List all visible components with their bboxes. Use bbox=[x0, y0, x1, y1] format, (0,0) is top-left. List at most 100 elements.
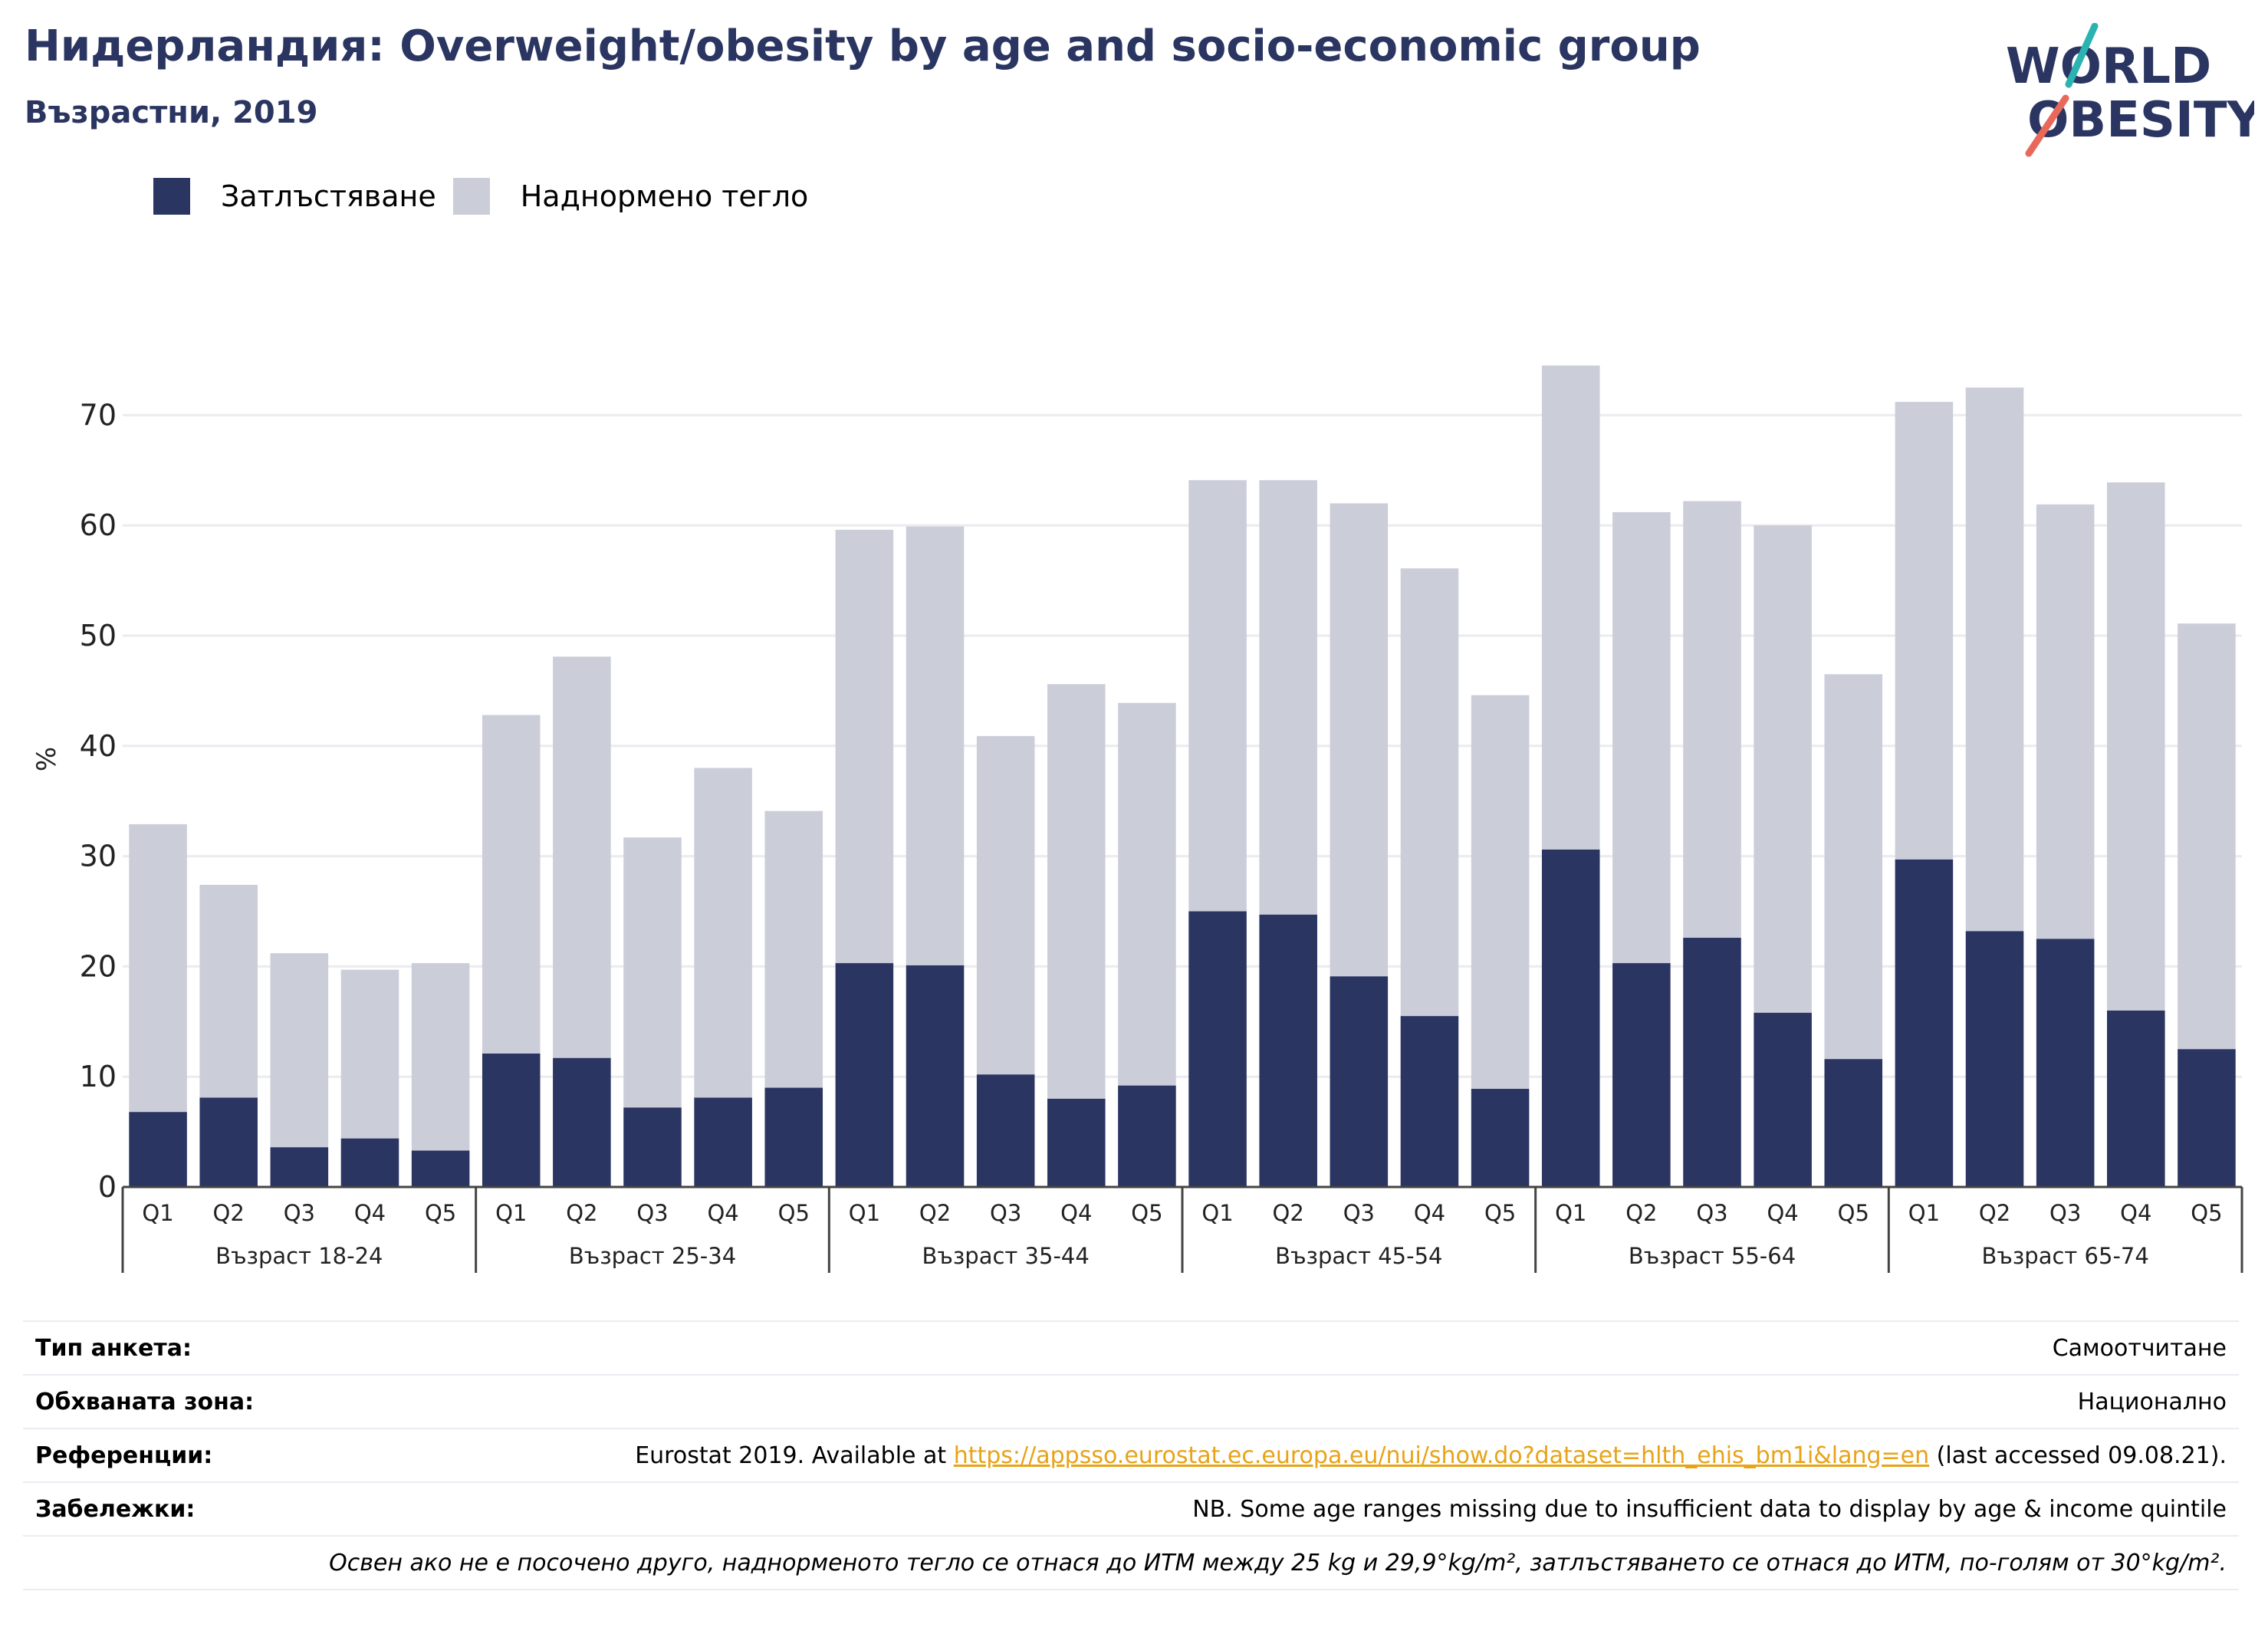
x-tick-label: Q1 bbox=[495, 1200, 527, 1226]
group-label: Възраст 45-54 bbox=[1275, 1243, 1442, 1269]
footer-row-notes: Забележки: NB. Some age ranges missing d… bbox=[23, 1481, 2239, 1536]
bar-overweight bbox=[1683, 501, 1741, 939]
bar-overweight bbox=[1047, 684, 1106, 1099]
legend-swatch-overweight bbox=[452, 178, 490, 215]
bar-obesity bbox=[129, 1112, 187, 1187]
bar-overweight bbox=[1188, 480, 1247, 912]
bar-obesity bbox=[340, 1138, 399, 1187]
bar-overweight bbox=[2107, 482, 2165, 1011]
bar-obesity bbox=[1612, 963, 1671, 1187]
group-label: Възраст 55-64 bbox=[1629, 1243, 1796, 1269]
x-tick-label: Q5 bbox=[1131, 1200, 1162, 1226]
bar-obesity bbox=[1541, 849, 1600, 1187]
y-tick-label: 60 bbox=[80, 508, 117, 542]
x-tick-label: Q4 bbox=[707, 1200, 738, 1226]
x-tick-label: Q3 bbox=[1343, 1200, 1375, 1226]
x-tick-label: Q5 bbox=[778, 1200, 810, 1226]
footer-row-definition-note: Освен ако не е посочено друго, наднормен… bbox=[23, 1535, 2239, 1590]
x-tick-label: Q4 bbox=[1767, 1200, 1798, 1226]
y-tick-label: 20 bbox=[80, 949, 117, 983]
logo-coral-slash bbox=[2025, 94, 2069, 157]
bar-obesity bbox=[2107, 1010, 2165, 1187]
bar-overweight bbox=[1612, 511, 1671, 964]
x-tick-label: Q5 bbox=[2191, 1200, 2222, 1226]
bar-overweight bbox=[1259, 480, 1317, 915]
footer-value: NB. Some age ranges missing due to insuf… bbox=[312, 1481, 2239, 1536]
legend-item-obesity: Затлъстяване bbox=[153, 178, 436, 215]
x-tick-label: Q5 bbox=[425, 1200, 456, 1226]
group-label: Възраст 18-24 bbox=[215, 1243, 383, 1269]
x-tick-label: Q4 bbox=[2120, 1200, 2151, 1226]
footer-label: Референции: bbox=[23, 1428, 313, 1482]
y-tick-label: 50 bbox=[80, 619, 117, 653]
bar-overweight bbox=[1895, 402, 1954, 860]
bar-obesity bbox=[553, 1057, 611, 1187]
x-tick-label: Q4 bbox=[354, 1200, 386, 1226]
x-tick-label: Q2 bbox=[1273, 1200, 1304, 1226]
footer-label: Обхваната зона: bbox=[23, 1374, 313, 1429]
bar-obesity bbox=[1683, 938, 1741, 1187]
x-tick-label: Q2 bbox=[919, 1200, 951, 1226]
bar-overweight bbox=[1118, 702, 1176, 1086]
bar-overweight bbox=[976, 735, 1035, 1075]
bar-overweight bbox=[1824, 674, 1883, 1060]
footer-definition-note: Освен ако не е посочено друго, наднормен… bbox=[23, 1535, 2239, 1590]
x-tick-label: Q2 bbox=[1979, 1200, 2010, 1226]
x-tick-label: Q1 bbox=[849, 1200, 880, 1226]
bar-obesity bbox=[1965, 931, 2024, 1187]
x-tick-label: Q5 bbox=[1838, 1200, 1869, 1226]
bar-overweight bbox=[1471, 695, 1530, 1090]
reference-link[interactable]: https://appsso.eurostat.ec.europa.eu/nui… bbox=[953, 1442, 1930, 1469]
x-tick-label: Q1 bbox=[1908, 1200, 1940, 1226]
bar-obesity bbox=[1330, 976, 1389, 1187]
footer-row-coverage: Обхваната зона: Национално bbox=[23, 1374, 2239, 1429]
bar-overweight bbox=[411, 963, 470, 1151]
x-tick-label: Q3 bbox=[284, 1200, 315, 1226]
legend-label-obesity: Затлъстяване bbox=[221, 179, 436, 213]
bar-obesity bbox=[2036, 939, 2095, 1187]
group-label: Възраст 65-74 bbox=[1982, 1243, 2149, 1269]
footer-value: Eurostat 2019. Available at https://apps… bbox=[312, 1428, 2239, 1482]
bar-overweight bbox=[1400, 568, 1459, 1017]
bar-obesity bbox=[1047, 1098, 1106, 1187]
bar-obesity bbox=[2178, 1049, 2236, 1187]
x-tick-label: Q3 bbox=[1696, 1200, 1727, 1226]
bar-obesity bbox=[694, 1097, 752, 1187]
footer-row-references: Референции: Eurostat 2019. Available at … bbox=[23, 1428, 2239, 1482]
logo-teal-slash bbox=[2065, 23, 2099, 88]
bar-obesity bbox=[1754, 1012, 1812, 1187]
logo-line1: WORLD bbox=[2006, 38, 2211, 95]
bar-overweight bbox=[1330, 503, 1389, 977]
bar-overweight bbox=[553, 656, 611, 1058]
legend-label-overweight: Наднормено тегло bbox=[520, 179, 809, 213]
bar-obesity bbox=[976, 1074, 1035, 1187]
bar-obesity bbox=[199, 1097, 258, 1187]
x-tick-label: Q3 bbox=[2049, 1200, 2081, 1226]
legend-swatch-obesity bbox=[153, 178, 190, 215]
x-tick-label: Q4 bbox=[1060, 1200, 1092, 1226]
x-tick-label: Q2 bbox=[1625, 1200, 1657, 1226]
footer-label: Забележки: bbox=[23, 1481, 313, 1536]
bar-obesity bbox=[482, 1054, 541, 1187]
bar-overweight bbox=[129, 824, 187, 1113]
bar-obesity bbox=[835, 963, 894, 1187]
footer-row-survey-type: Тип анкета: Самоотчитане bbox=[23, 1320, 2239, 1375]
y-tick-label: 70 bbox=[80, 398, 117, 432]
x-tick-label: Q3 bbox=[990, 1200, 1021, 1226]
bar-obesity bbox=[764, 1087, 823, 1187]
bar-overweight bbox=[906, 526, 965, 965]
bar-obesity bbox=[1118, 1085, 1176, 1187]
x-tick-label: Q2 bbox=[566, 1200, 597, 1226]
world-obesity-logo: WORLD OBESITY bbox=[2006, 23, 2254, 157]
bar-obesity bbox=[1188, 911, 1247, 1187]
bar-overweight bbox=[270, 953, 329, 1148]
bar-overweight bbox=[1965, 387, 2024, 932]
bar-obesity bbox=[1471, 1089, 1530, 1187]
x-tick-label: Q4 bbox=[1414, 1200, 1445, 1226]
bar-overweight bbox=[1754, 525, 1812, 1013]
stacked-bar-chart: 0 10 20 30 40 50 60 70% Q1 Q2 Q3 Q4 Q5 Q1 Q2 Q3 Q4 Q5 Q1 Q2… bbox=[31, 365, 2243, 1273]
bar-overweight bbox=[835, 529, 894, 964]
chart-title: Нидерландия: Overweight/obesity by age a… bbox=[25, 21, 1701, 71]
group-label: Възраст 35-44 bbox=[922, 1243, 1090, 1269]
bar-obesity bbox=[623, 1107, 682, 1187]
